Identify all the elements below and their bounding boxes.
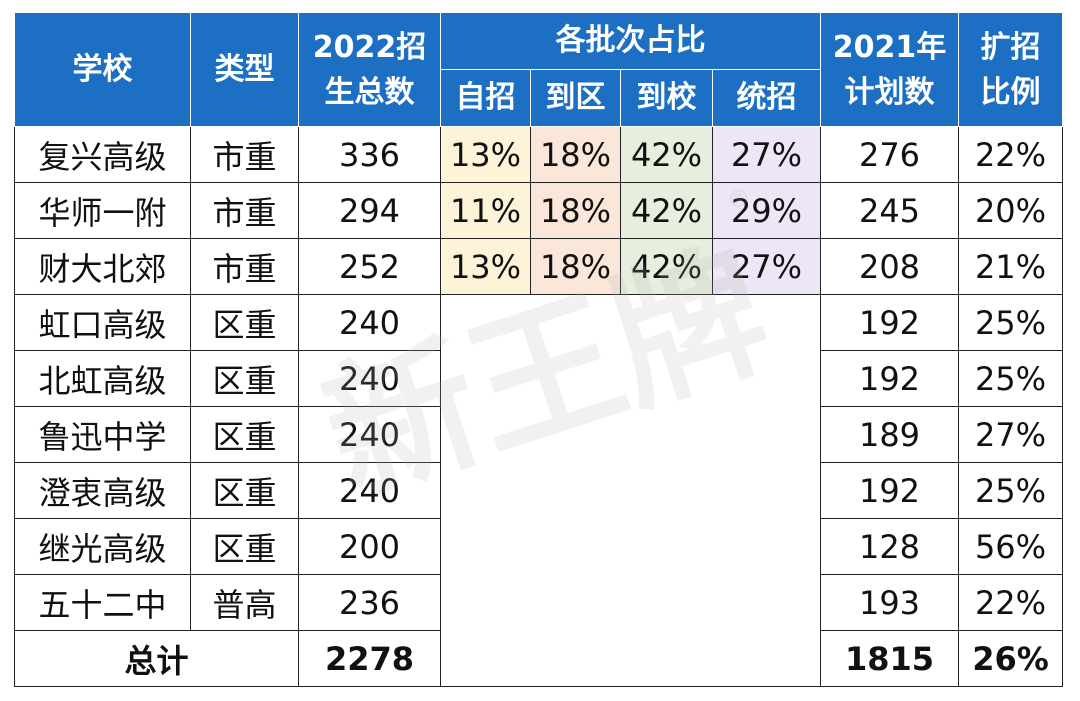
header-expand-ratio-line2: 比例 — [980, 74, 1041, 110]
header-plan-2021-line1: 2021年 — [832, 29, 947, 65]
cell-daoqu: 18% — [530, 238, 621, 295]
cell-type: 市重 — [190, 126, 299, 183]
cell-enroll: 336 — [298, 126, 441, 183]
cell-school: 复兴高级 — [14, 126, 191, 183]
header-batch-daoqu: 到区 — [530, 69, 621, 127]
cell-zizhao: 13% — [440, 126, 531, 183]
cell-zizhao: 11% — [440, 182, 531, 239]
cell-plan: 276 — [820, 126, 959, 183]
cell-plan: 128 — [820, 518, 959, 575]
header-enroll-2022-line2: 生总数 — [324, 74, 415, 110]
batch-blank-area — [440, 294, 821, 687]
header-enroll-2022-line1: 2022招 — [312, 29, 427, 65]
cell-school: 继光高级 — [14, 518, 191, 575]
total-plan: 1815 — [820, 630, 959, 687]
cell-daoxiao: 42% — [620, 182, 713, 239]
cell-tongzhao: 27% — [712, 238, 821, 295]
cell-enroll: 294 — [298, 182, 441, 239]
cell-type: 区重 — [190, 294, 299, 351]
table-row: 复兴高级 市重 336 13% 18% 42% 27% 276 22% — [14, 126, 1063, 183]
header-expand-ratio: 扩招 比例 — [958, 12, 1063, 127]
cell-expand: 27% — [958, 406, 1063, 463]
cell-zizhao: 13% — [440, 238, 531, 295]
cell-type: 市重 — [190, 238, 299, 295]
cell-enroll: 200 — [298, 518, 441, 575]
cell-school: 财大北郊 — [14, 238, 191, 295]
cell-enroll: 240 — [298, 350, 441, 407]
table-row: 财大北郊 市重 252 13% 18% 42% 27% 208 21% — [14, 238, 1063, 295]
cell-enroll: 240 — [298, 462, 441, 519]
cell-school: 北虹高级 — [14, 350, 191, 407]
cell-type: 区重 — [190, 406, 299, 463]
cell-expand: 56% — [958, 518, 1063, 575]
cell-plan: 245 — [820, 182, 959, 239]
cell-type: 普高 — [190, 574, 299, 631]
cell-enroll: 252 — [298, 238, 441, 295]
cell-type: 区重 — [190, 462, 299, 519]
table-row: 鲁迅中学 区重 240 189 27% — [14, 406, 1063, 463]
cell-school: 虹口高级 — [14, 294, 191, 351]
table-row: 虹口高级 区重 240 192 25% — [14, 294, 1063, 687]
cell-type: 区重 — [190, 518, 299, 575]
table-header: 学校 类型 2022招 生总数 各批次占比 2021年 计划数 扩招 比例 自招… — [14, 12, 1063, 127]
total-label: 总计 — [14, 630, 299, 687]
table-body: 复兴高级 市重 336 13% 18% 42% 27% 276 22% 华师一附… — [14, 126, 1063, 687]
cell-daoxiao: 42% — [620, 126, 713, 183]
table-row: 澄衷高级 区重 240 192 25% — [14, 462, 1063, 519]
enrollment-table: 学校 类型 2022招 生总数 各批次占比 2021年 计划数 扩招 比例 自招… — [14, 12, 1063, 687]
cell-enroll: 240 — [298, 294, 441, 351]
cell-school: 鲁迅中学 — [14, 406, 191, 463]
header-type: 类型 — [190, 12, 299, 127]
cell-plan: 192 — [820, 294, 959, 351]
cell-plan: 208 — [820, 238, 959, 295]
cell-school: 华师一附 — [14, 182, 191, 239]
header-school: 学校 — [14, 12, 191, 127]
table-row: 华师一附 市重 294 11% 18% 42% 29% 245 20% — [14, 182, 1063, 239]
cell-expand: 25% — [958, 350, 1063, 407]
header-expand-ratio-line1: 扩招 — [980, 29, 1041, 65]
enrollment-table-wrapper: 学校 类型 2022招 生总数 各批次占比 2021年 计划数 扩招 比例 自招… — [14, 12, 1063, 687]
cell-enroll: 240 — [298, 406, 441, 463]
header-batch-zizhao: 自招 — [440, 69, 531, 127]
cell-tongzhao: 29% — [712, 182, 821, 239]
header-plan-2021-line2: 计划数 — [844, 74, 935, 110]
header-plan-2021: 2021年 计划数 — [820, 12, 959, 127]
header-batch-tongzhao: 统招 — [712, 69, 821, 127]
header-enroll-2022: 2022招 生总数 — [298, 12, 441, 127]
cell-plan: 189 — [820, 406, 959, 463]
cell-tongzhao: 27% — [712, 126, 821, 183]
cell-expand: 25% — [958, 462, 1063, 519]
header-batch-group: 各批次占比 — [440, 12, 821, 70]
total-expand: 26% — [958, 630, 1063, 687]
cell-school: 五十二中 — [14, 574, 191, 631]
table-row: 继光高级 区重 200 128 56% — [14, 518, 1063, 575]
total-enroll: 2278 — [298, 630, 441, 687]
cell-expand: 22% — [958, 574, 1063, 631]
cell-enroll: 236 — [298, 574, 441, 631]
cell-type: 区重 — [190, 350, 299, 407]
cell-expand: 20% — [958, 182, 1063, 239]
total-row: 总计 2278 1815 26% — [14, 630, 1063, 687]
cell-plan: 192 — [820, 462, 959, 519]
cell-school: 澄衷高级 — [14, 462, 191, 519]
cell-expand: 25% — [958, 294, 1063, 351]
cell-plan: 192 — [820, 350, 959, 407]
cell-expand: 22% — [958, 126, 1063, 183]
cell-daoxiao: 42% — [620, 238, 713, 295]
cell-daoqu: 18% — [530, 126, 621, 183]
cell-daoqu: 18% — [530, 182, 621, 239]
cell-expand: 21% — [958, 238, 1063, 295]
cell-plan: 193 — [820, 574, 959, 631]
header-batch-daoxiao: 到校 — [620, 69, 713, 127]
cell-type: 市重 — [190, 182, 299, 239]
table-row: 五十二中 普高 236 193 22% — [14, 574, 1063, 631]
